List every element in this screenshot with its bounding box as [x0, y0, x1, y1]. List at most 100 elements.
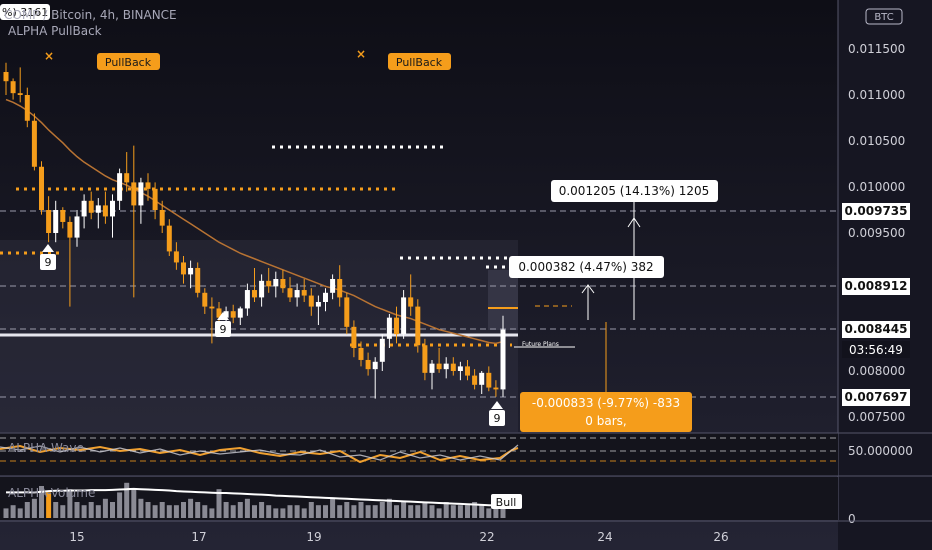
price-label: 0.008445: [844, 322, 907, 336]
candle: [344, 292, 350, 335]
candle-body: [209, 306, 215, 309]
candle: [308, 288, 314, 316]
volume-bar: [230, 505, 236, 518]
candle: [131, 145, 137, 298]
measure-box-text: 0.001205 (14.13%) 1205: [559, 184, 710, 198]
volume-bar: [479, 505, 485, 518]
candle: [39, 161, 44, 215]
candle-body: [429, 363, 435, 373]
candle: [102, 191, 108, 224]
volume-bar: [145, 502, 151, 518]
volume-bar: [422, 502, 428, 518]
candle: [394, 306, 399, 344]
candle: [358, 341, 364, 367]
candle: [74, 210, 80, 247]
price-label-bg: [842, 389, 910, 406]
candle-body: [301, 290, 307, 296]
candle-body: [95, 205, 101, 213]
pullback-label: PullBack: [105, 56, 152, 69]
candle-body: [195, 267, 201, 293]
candle: [273, 271, 279, 298]
volume-bar: [173, 505, 179, 518]
candle: [3, 62, 9, 95]
arrow-head: [581, 284, 595, 294]
candle-body: [39, 166, 44, 210]
volume-bar: [237, 502, 243, 518]
header-badge-bg: [0, 4, 50, 20]
volume-bar: [46, 492, 52, 518]
candle: [465, 359, 470, 381]
candle: [110, 194, 115, 238]
candle-body: [287, 288, 293, 298]
candle-body: [10, 81, 16, 94]
price-tick-label: 0.007500: [848, 410, 905, 424]
volume-bar: [53, 502, 59, 518]
candle: [379, 334, 385, 371]
candle-body: [415, 306, 421, 346]
price-tick-label: 0.011500: [848, 42, 905, 56]
volume-bar: [337, 505, 343, 518]
volume-bar: [10, 505, 16, 518]
candle-body: [457, 366, 463, 371]
candle: [500, 315, 506, 397]
candle-body: [401, 297, 407, 335]
candle-body: [308, 295, 314, 307]
measure-box[interactable]: [551, 180, 718, 202]
count-arrow: [491, 401, 503, 409]
measure-box-text: 0.000382 (4.47%) 382: [518, 260, 653, 274]
candle-body: [323, 292, 328, 302]
candle: [195, 262, 201, 298]
volume-bar: [443, 502, 449, 518]
volume-bar: [415, 505, 421, 518]
count-label: 9: [494, 412, 501, 425]
candle: [17, 67, 23, 103]
volume-bar: [216, 489, 222, 518]
volume-bar: [102, 498, 108, 518]
volume-bar: [152, 505, 158, 518]
candle: [31, 113, 37, 171]
candle: [152, 182, 158, 220]
currency-badge[interactable]: [865, 8, 903, 25]
candle: [365, 352, 371, 376]
volume-bar: [223, 502, 229, 518]
count-arrow: [42, 244, 54, 252]
candle: [429, 359, 435, 390]
candle-body: [3, 72, 9, 82]
candle-body: [479, 372, 485, 385]
candle: [124, 152, 130, 192]
measure-box-negative[interactable]: [520, 392, 692, 432]
volume-bar: [88, 502, 94, 518]
volume-bar: [372, 505, 378, 518]
countdown-bg: [842, 341, 910, 358]
candle: [53, 200, 59, 243]
candle-body: [159, 210, 165, 226]
indicator-label[interactable]: ALPHA PullBack: [8, 24, 102, 38]
candle-body: [394, 317, 399, 335]
candle: [10, 78, 16, 100]
candle-body: [450, 363, 456, 371]
candle-body: [102, 205, 108, 217]
volume-bar: [131, 489, 137, 518]
candle-body: [60, 210, 66, 222]
volume-ytick: 0: [848, 512, 856, 526]
future-plans-label: Future Plans: [522, 341, 559, 348]
candle: [436, 348, 442, 373]
volume-bar: [166, 505, 172, 518]
volume-bar: [138, 498, 144, 518]
volume-bar: [259, 502, 265, 518]
volume-bar: [401, 502, 407, 518]
candle-body: [436, 363, 442, 370]
candle-body: [294, 290, 300, 298]
volume-bar: [252, 505, 257, 518]
candle: [301, 279, 307, 302]
measure-box[interactable]: [509, 256, 664, 278]
volume-bar: [74, 502, 80, 518]
candle-body: [379, 338, 385, 362]
price-label-bg: [842, 278, 910, 295]
volume-bar: [188, 498, 194, 518]
price-axis[interactable]: [838, 0, 932, 550]
chart-title[interactable]: COMP / Bitcoin, 4h, BINANCE: [4, 8, 177, 22]
volume-bar: [181, 502, 186, 518]
candle-body: [315, 302, 321, 307]
